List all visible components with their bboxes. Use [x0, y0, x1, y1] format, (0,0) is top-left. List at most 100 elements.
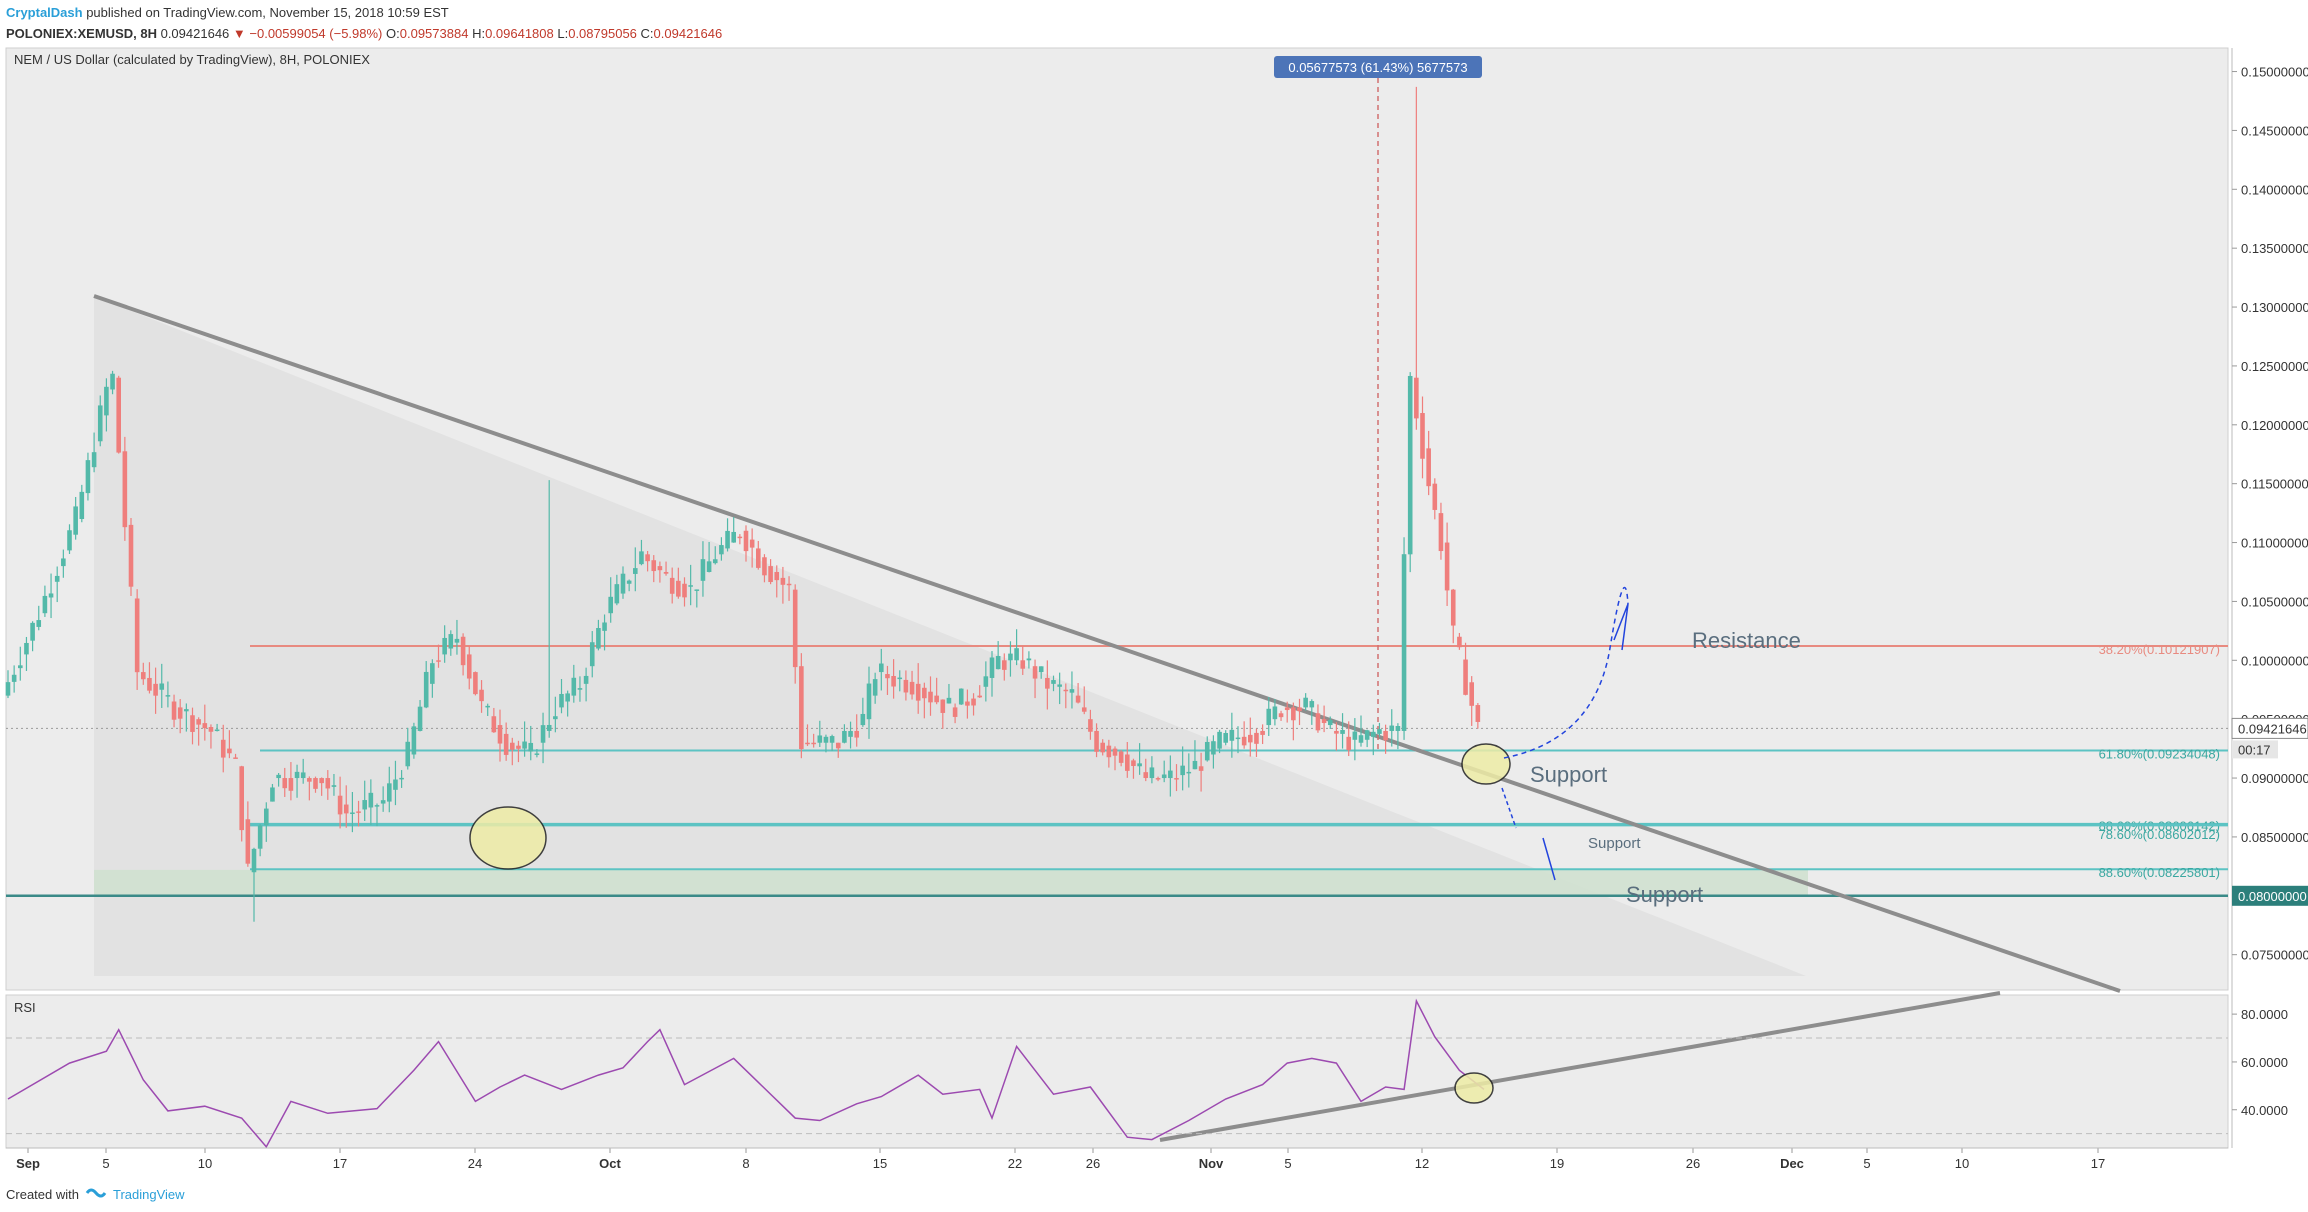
- candle-body: [91, 452, 97, 468]
- candle-body: [817, 735, 823, 743]
- annotation-text-0: Resistance: [1692, 628, 1801, 653]
- ohlc-line: POLONIEX:XEMUSD, 8H 0.09421646 ▼ −0.0059…: [6, 23, 722, 44]
- candle-body: [1032, 666, 1038, 679]
- price-tick-label: 0.14000000: [2241, 182, 2308, 197]
- candle-body: [1045, 677, 1050, 689]
- candle-body: [30, 622, 35, 641]
- time-tick-label: 15: [873, 1156, 887, 1171]
- candle-body: [1137, 763, 1142, 767]
- candle-body: [85, 460, 91, 494]
- candle-body: [1364, 730, 1370, 740]
- candle-body: [589, 642, 595, 667]
- candle-body: [368, 792, 374, 808]
- candle-body: [1321, 719, 1327, 724]
- author-link[interactable]: CryptalDash: [6, 5, 83, 20]
- candle-body: [614, 584, 620, 604]
- chart-header: CryptalDash published on TradingView.com…: [6, 2, 722, 44]
- time-tick-label: 17: [2091, 1156, 2105, 1171]
- candle-body: [1198, 766, 1204, 771]
- candle-body: [534, 753, 540, 755]
- open-label: O:: [386, 26, 400, 41]
- candle-body: [208, 727, 214, 732]
- candle-body: [528, 742, 534, 752]
- candle-body: [1303, 697, 1308, 708]
- candle-body: [1260, 730, 1265, 735]
- candle-body: [159, 683, 165, 690]
- price-tick-label: 0.13500000: [2241, 241, 2308, 256]
- candle-body: [1211, 741, 1216, 755]
- tradingview-link[interactable]: TradingView: [112, 1187, 185, 1202]
- candle-body: [239, 766, 244, 831]
- support-circle-left: [469, 806, 547, 870]
- candle-body: [423, 671, 429, 708]
- candle-body: [995, 656, 1001, 670]
- time-tick-label: 5: [1284, 1156, 1291, 1171]
- candle-body: [780, 577, 786, 585]
- rsi-tick-label: 60.0000: [2241, 1055, 2288, 1070]
- candle-body: [811, 742, 816, 745]
- candle-body: [411, 726, 417, 755]
- candle-body: [380, 800, 386, 804]
- candle-body: [1112, 748, 1118, 756]
- candle-body: [1002, 660, 1007, 670]
- candle-body: [651, 560, 657, 572]
- candle-body: [282, 778, 288, 789]
- candle-body: [866, 683, 872, 720]
- open-value: 0.09573884: [399, 26, 469, 41]
- close-value: 0.09421646: [653, 26, 723, 41]
- candle-body: [54, 575, 60, 582]
- candle-body: [393, 779, 398, 790]
- published-text: published on TradingView.com, November 1…: [86, 5, 449, 20]
- candle-body: [928, 691, 933, 703]
- price-tick-label: 0.15000000: [2241, 65, 2308, 80]
- countdown-text: 00:17: [2238, 742, 2271, 757]
- candle-body: [1131, 760, 1136, 767]
- candle-body: [1241, 736, 1247, 746]
- candle-body: [1161, 774, 1167, 779]
- candle-body: [1327, 720, 1333, 726]
- candle-body: [762, 557, 767, 576]
- candle-body: [1383, 730, 1388, 741]
- rsi-tick-label: 40.0000: [2241, 1103, 2288, 1118]
- candle-body: [497, 725, 503, 744]
- candle-body: [288, 778, 294, 791]
- candle-body: [233, 757, 238, 759]
- candle-body: [958, 688, 964, 705]
- candle-body: [823, 736, 829, 743]
- candle-body: [1463, 659, 1468, 695]
- candle-body: [706, 561, 712, 572]
- candle-body: [227, 748, 232, 754]
- candle-body: [147, 677, 152, 691]
- candle-body: [264, 808, 269, 826]
- price-tick-label: 0.14500000: [2241, 123, 2308, 138]
- created-with-text: Created with: [6, 1187, 79, 1202]
- measure-label-text: 0.05677573 (61.43%) 5677573: [1288, 60, 1467, 75]
- candle-body: [965, 701, 970, 706]
- candle-body: [1309, 701, 1315, 708]
- change-value: ▼ −0.00599054 (−5.98%): [232, 26, 383, 41]
- candle-body: [300, 772, 306, 779]
- low-value: 0.08795056: [568, 26, 637, 41]
- candle-body: [565, 693, 570, 702]
- candle-body: [1063, 689, 1069, 692]
- candle-body: [756, 548, 761, 568]
- candle-body: [73, 506, 78, 535]
- candle-body: [1100, 742, 1105, 753]
- rsi-series-line: [7, 998, 1485, 1149]
- candle-body: [337, 795, 343, 815]
- candle-body: [67, 530, 72, 551]
- price-tick-label: 0.08500000: [2241, 830, 2308, 845]
- time-tick-label: 26: [1086, 1156, 1100, 1171]
- support-circle-right: [1461, 743, 1511, 785]
- candle-body: [719, 545, 724, 555]
- candle-body: [374, 805, 380, 807]
- candle-body: [399, 777, 404, 780]
- candle-body: [1125, 754, 1130, 771]
- bearish-arrow: [1542, 837, 1556, 881]
- highlight-price-tag: [2232, 885, 2308, 906]
- time-tick-label: 5: [102, 1156, 109, 1171]
- bearish-dash-arrow: [1501, 787, 1517, 829]
- candle-body: [1420, 413, 1425, 459]
- candle-body: [1088, 719, 1093, 732]
